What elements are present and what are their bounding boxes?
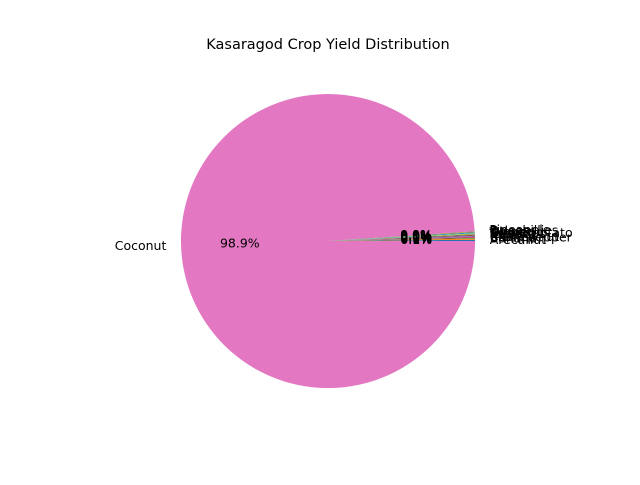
slice-label-coconut: Coconut [115, 238, 167, 253]
slice-percent-banana: 0.1% [400, 231, 432, 246]
slice-percent-sweet-potato: 0.0% [400, 229, 432, 244]
pie-slice-pulses [328, 232, 475, 241]
slice-label-ginger: Ginger [490, 224, 533, 239]
slice-label-turmeric: Turmeric [489, 225, 544, 240]
slice-percent-coconut: 98.9% [220, 235, 260, 250]
pie-slice-turmeric [328, 233, 475, 241]
slice-percent-rice: 0.2% [400, 230, 432, 245]
slice-label-arecanut: Arecanut [490, 232, 546, 247]
slice-label-tapioca: Tapioca [489, 226, 537, 241]
pie-slice-pineapple [328, 231, 475, 241]
chart-title: Kasaragod Crop Yield Distribution [206, 37, 450, 53]
slice-label-dry-chillies: Dry chillies [489, 223, 558, 238]
pie-slice-dry-chillies [328, 231, 475, 241]
pie-slice-banana [328, 238, 475, 241]
slice-percent-ginger: 0.0% [400, 228, 432, 243]
slice-label-cashewnut: Cashewnut [490, 229, 560, 244]
slice-label-banana: Banana [490, 231, 537, 246]
slice-label-black-pepper: Black pepper [490, 230, 573, 245]
slice-percent-dry-chillies: 0.0% [400, 227, 432, 242]
pie-slice-tapioca [328, 234, 475, 241]
slice-label-sweet-potato: Sweet potato [490, 225, 573, 240]
slice-percent-black-pepper: 0.1% [400, 231, 432, 246]
slice-label-rice: Rice [490, 228, 517, 243]
pie-slice-coconut [181, 94, 476, 389]
pie-slice-rice [328, 235, 475, 241]
pie-slice-black-pepper [328, 237, 475, 241]
slice-percent-cashewnut: 0.0% [400, 231, 432, 246]
slice-percent-pulses: 0.0% [400, 227, 432, 242]
pie-slice-ginger [328, 232, 475, 241]
slice-percent-pineapple: 0.0% [400, 227, 432, 242]
pie-slices [181, 94, 476, 389]
slice-label-pineapple: Pineapple [489, 222, 550, 237]
pie-slice-arecanut [328, 239, 475, 241]
pie-slice-cashewnut [328, 237, 475, 241]
pie-slice-sweet-potato [328, 234, 475, 241]
slice-percent-tapioca: 0.1% [400, 229, 432, 244]
slice-percent-arecanut: 0.1% [400, 232, 432, 247]
slice-label-pulses: Pulses [489, 223, 528, 238]
slice-percent-turmeric: 0.0% [400, 228, 432, 243]
